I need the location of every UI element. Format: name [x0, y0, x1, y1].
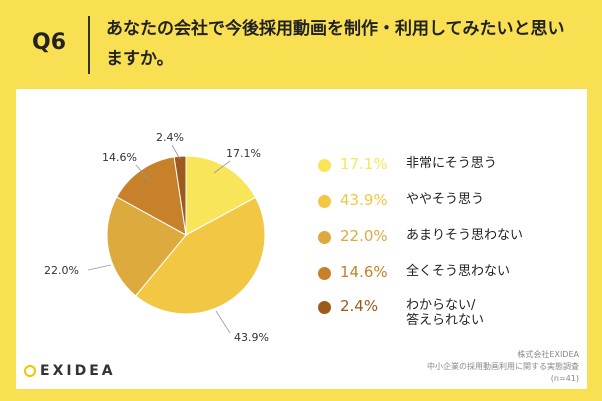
- legend-label: あまりそう思わない: [406, 228, 523, 243]
- pie-slice: [185, 155, 257, 236]
- footer-survey: 中小企業の採用動画利用に関する実態調査: [427, 362, 579, 371]
- chart-panel: 17.1% 43.9% 22.0% 14.6% 2.4% 17.1% 非常にそう思う 4…: [16, 89, 587, 389]
- pie-slice: [173, 155, 187, 236]
- pie-slice: [106, 196, 187, 297]
- legend-label-line1: わからない/: [406, 298, 476, 313]
- pie-data-label: 14.6%: [102, 151, 137, 164]
- legend-label: ややそう思う: [406, 192, 484, 207]
- legend-dot: [318, 301, 331, 314]
- pie-slice: [134, 196, 266, 315]
- pie-chart: 17.1% 43.9% 22.0% 14.6% 2.4%: [44, 131, 269, 344]
- legend-percent: 43.9%: [340, 191, 388, 209]
- legend-item: 14.6% 全くそう思わない: [318, 261, 588, 291]
- legend-label-line1: あまりそう思わない: [406, 228, 524, 243]
- brand-logo: EXIDEA: [24, 363, 116, 379]
- legend-label-line2: 答えられない: [406, 313, 485, 328]
- logo-text: EXIDEA: [40, 363, 116, 379]
- legend-label-line1: ややそう思う: [406, 192, 485, 207]
- question-text: あなたの会社で今後採用動画を制作・利用してみたいと思いますか。: [106, 19, 565, 69]
- leader-line: [171, 144, 181, 160]
- legend-item: 43.9% ややそう思う: [318, 189, 588, 219]
- legend-label: 全くそう思わない: [406, 264, 510, 279]
- legend-label-line1: 非常にそう思う: [406, 156, 497, 171]
- header-divider: [88, 16, 90, 74]
- leader-line: [135, 164, 151, 182]
- leader-line: [213, 160, 231, 174]
- leader-line: [87, 264, 112, 271]
- pie-data-label: 43.9%: [234, 331, 269, 344]
- leader-line: [215, 310, 231, 334]
- legend-percent: 22.0%: [340, 227, 388, 245]
- legend-label: わからない/答えられない: [406, 298, 484, 328]
- legend-percent: 14.6%: [340, 263, 388, 281]
- legend-dot: [318, 267, 331, 280]
- pie-data-label: 17.1%: [226, 147, 261, 160]
- logo-icon: [24, 365, 36, 377]
- legend-item: 17.1% 非常にそう思う: [318, 153, 588, 183]
- legend-dot: [318, 231, 331, 244]
- footer-source: 株式会社EXIDEA 中小企業の採用動画利用に関する実態調査 (n=41): [427, 349, 579, 385]
- legend-label-line1: 全くそう思わない: [406, 264, 511, 279]
- legend-dot: [318, 195, 331, 208]
- legend-dot: [318, 159, 331, 172]
- legend-item: 2.4% わからない/答えられない: [318, 295, 588, 328]
- pie-data-label: 2.4%: [156, 131, 184, 144]
- legend-percent: 17.1%: [340, 155, 388, 173]
- legend-percent: 2.4%: [340, 297, 379, 315]
- header: Q6 あなたの会社で今後採用動画を制作・利用してみたいと思いますか。: [0, 0, 602, 88]
- footer-sample: (n=41): [550, 374, 579, 383]
- pie-data-label: 22.0%: [44, 264, 79, 277]
- legend-label: 非常にそう思う: [406, 156, 497, 171]
- legend-item: 22.0% あまりそう思わない: [318, 225, 588, 255]
- footer-company: 株式会社EXIDEA: [517, 350, 579, 359]
- question-number: Q6: [32, 30, 67, 55]
